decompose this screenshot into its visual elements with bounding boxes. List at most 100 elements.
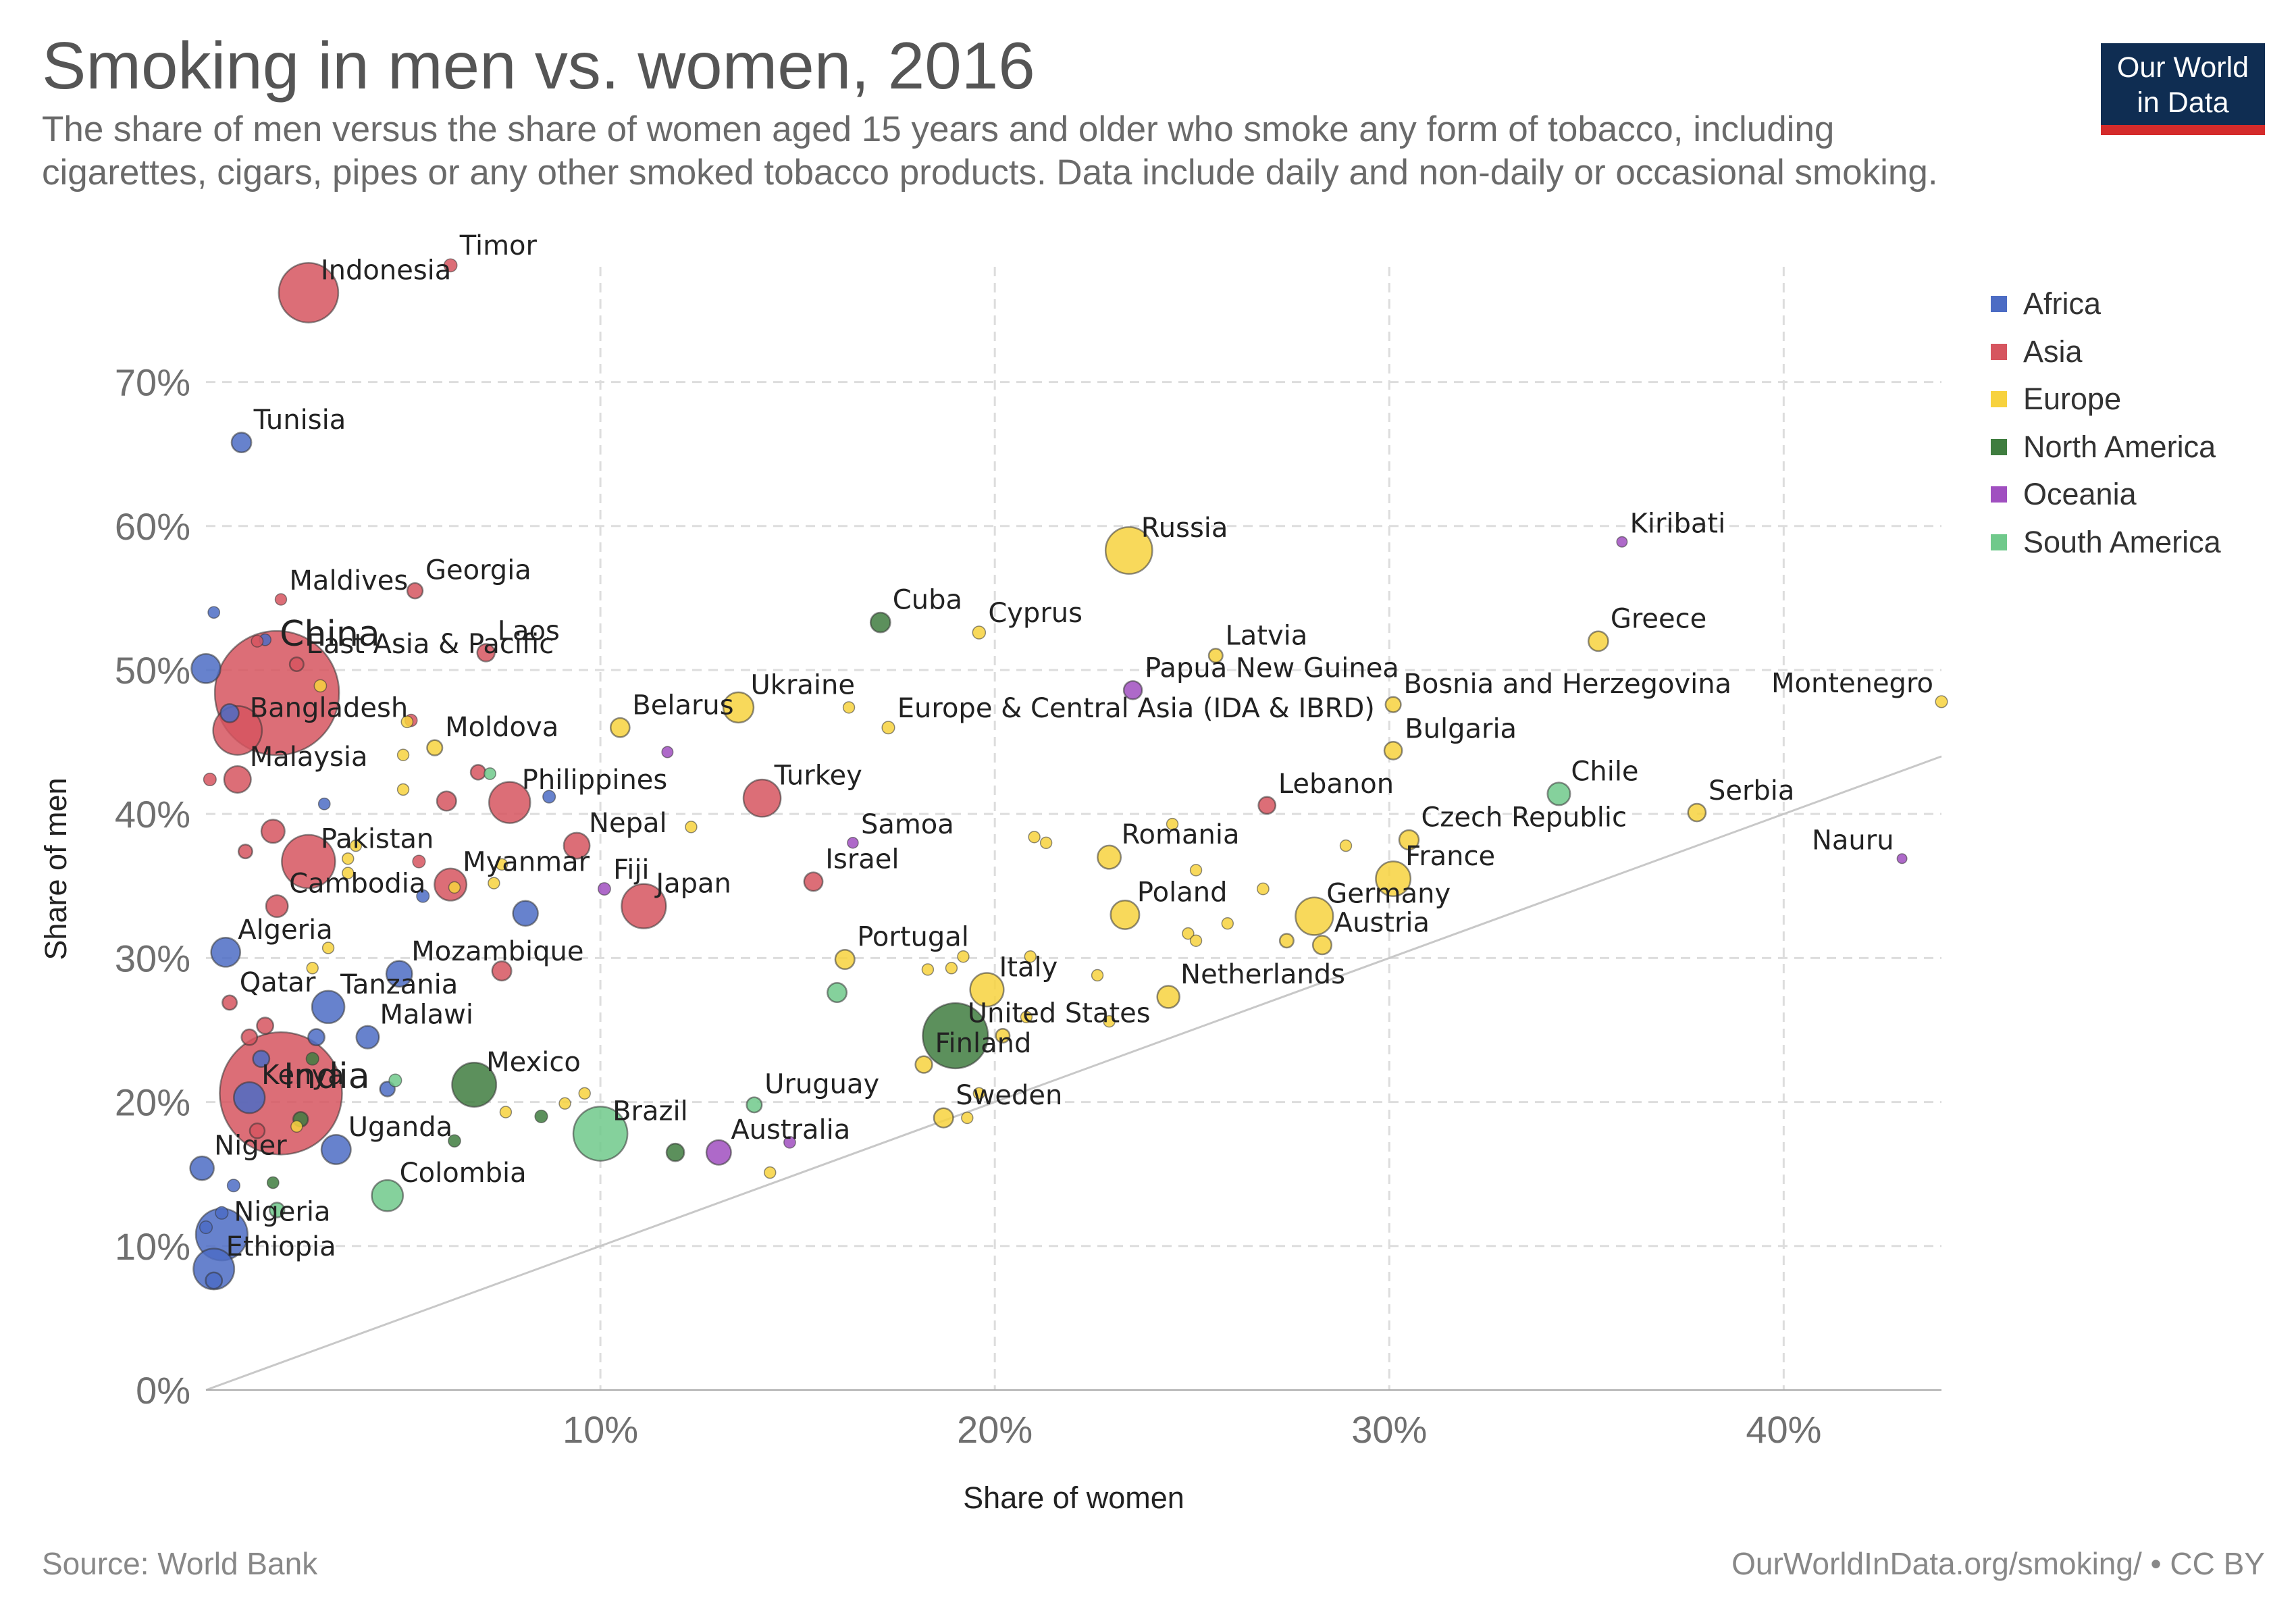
point[interactable] [190,653,221,684]
point[interactable] [1189,864,1203,877]
point-fiji[interactable] [597,882,611,896]
point-sweden[interactable] [933,1107,954,1129]
point[interactable] [313,679,328,693]
point[interactable] [1278,933,1295,949]
point-greece[interactable] [1587,630,1609,652]
point-georgia[interactable] [406,582,424,600]
point[interactable] [290,1120,303,1133]
point-colombia[interactable] [371,1179,405,1212]
point[interactable] [685,821,698,833]
point-moldova[interactable] [426,739,444,756]
point[interactable] [226,1179,240,1193]
point[interactable] [305,1052,319,1066]
point-chile[interactable] [1546,781,1571,806]
point[interactable] [203,772,217,787]
point-netherlands[interactable] [1156,985,1180,1009]
point[interactable] [349,839,363,852]
point[interactable] [252,1050,271,1069]
point[interactable] [764,1166,777,1179]
point-bosnia-and-herzegovina[interactable] [1384,696,1402,713]
legend-item-asia[interactable]: Asia [1991,328,2221,376]
point[interactable] [396,748,410,761]
point[interactable] [215,1206,229,1220]
point-europe-central-asia-ida-ibrd-[interactable] [881,721,895,735]
point-mexico[interactable] [451,1062,498,1108]
point[interactable] [1256,882,1270,896]
point[interactable] [240,1028,259,1046]
point-tanzania[interactable] [311,989,346,1025]
point[interactable] [534,1109,548,1123]
point[interactable] [249,1122,266,1139]
point[interactable] [396,783,410,796]
point[interactable] [1221,917,1234,930]
point[interactable] [237,844,253,860]
point[interactable] [268,1202,286,1218]
point-finland[interactable] [914,1055,933,1074]
point[interactable] [1182,927,1195,940]
point-malawi[interactable] [355,1025,380,1050]
credit-link[interactable]: OurWorldInData.org/smoking/ • CC BY [1731,1546,2265,1581]
legend-item-north-america[interactable]: North America [1991,423,2221,471]
point-belarus[interactable] [609,717,631,738]
legend-item-oceania[interactable]: Oceania [1991,471,2221,519]
point[interactable] [542,790,556,804]
point[interactable] [1024,950,1037,963]
point[interactable] [321,942,335,954]
point[interactable] [412,854,426,869]
point[interactable] [665,1142,685,1162]
legend-item-europe[interactable]: Europe [1991,376,2221,423]
owid-logo[interactable]: Our World in Data [2101,43,2265,135]
point-romania[interactable] [1097,844,1122,870]
point[interactable] [205,1271,224,1290]
point-czech-republic[interactable] [1398,829,1420,851]
point-latvia[interactable] [1207,648,1224,664]
point[interactable] [661,746,674,758]
point-australia[interactable] [705,1139,732,1166]
point[interactable] [1166,817,1179,831]
point-ukraine[interactable] [722,691,755,724]
point-bulgaria[interactable] [1383,741,1403,761]
point-samoa[interactable] [847,837,859,849]
point[interactable] [957,950,970,963]
point-timor[interactable] [443,258,458,273]
point[interactable] [484,767,496,780]
point-kenya[interactable] [233,1081,266,1114]
legend[interactable]: Africa Asia Europe North America Oceania Sout… [1991,280,2221,566]
point[interactable] [1091,969,1104,982]
point[interactable] [995,1028,1011,1044]
point-austria[interactable] [1311,935,1333,956]
point-papua-new-guinea[interactable] [1122,680,1143,700]
point-israel[interactable] [803,871,824,892]
point-kiribati[interactable] [1616,536,1628,548]
point-uganda[interactable] [320,1133,352,1165]
point-united-states[interactable] [922,1002,989,1070]
point[interactable] [436,790,457,812]
point[interactable] [260,819,286,844]
point-japan[interactable] [621,883,667,929]
point[interactable] [972,1087,986,1100]
point[interactable] [495,858,508,871]
point[interactable] [491,960,513,982]
point[interactable] [1339,839,1353,852]
point[interactable] [416,889,430,903]
point-pakistan[interactable] [281,833,336,890]
point-turkey[interactable] [742,778,782,818]
point[interactable] [578,1087,591,1100]
point-cambodia[interactable] [265,894,289,919]
point[interactable] [1103,1014,1116,1028]
point-cuba[interactable] [869,611,891,634]
point[interactable] [448,1134,461,1148]
point-qatar[interactable] [221,994,238,1011]
point-east-asia-pacific[interactable] [288,656,305,672]
point[interactable] [961,1111,974,1125]
point[interactable] [512,900,539,927]
point-lebanon[interactable] [1257,796,1277,815]
point-maldives[interactable] [274,593,288,606]
point[interactable] [400,715,414,729]
point-russia[interactable] [1104,526,1153,575]
point[interactable] [342,852,355,865]
point[interactable] [266,1176,280,1189]
point-laos[interactable] [476,643,496,663]
point[interactable] [921,963,935,976]
point[interactable] [388,1073,402,1087]
